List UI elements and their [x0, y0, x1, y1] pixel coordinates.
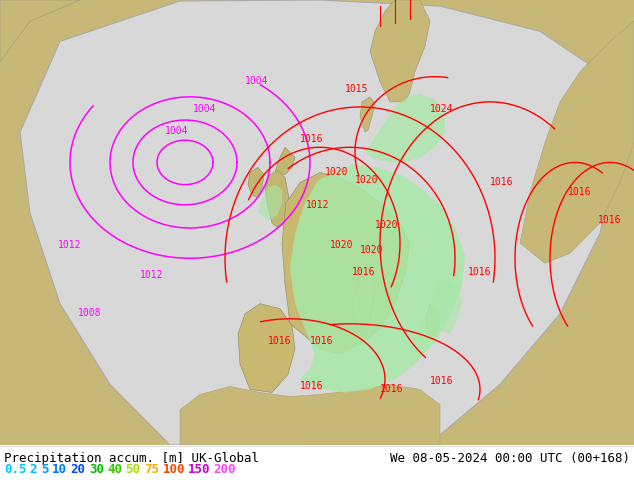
Text: 150: 150 [188, 464, 210, 476]
Text: We 08-05-2024 00:00 UTC (00+168): We 08-05-2024 00:00 UTC (00+168) [390, 452, 630, 465]
Text: 100: 100 [162, 464, 185, 476]
Polygon shape [238, 304, 295, 392]
Text: 1016: 1016 [490, 176, 514, 187]
Polygon shape [265, 171, 290, 228]
Polygon shape [290, 165, 465, 392]
Polygon shape [258, 185, 282, 221]
Polygon shape [425, 304, 440, 336]
Text: 1016: 1016 [380, 385, 403, 394]
Text: 1024: 1024 [430, 104, 453, 114]
Text: 1016: 1016 [300, 134, 323, 144]
Text: 1016: 1016 [430, 376, 453, 387]
Text: 75: 75 [144, 464, 159, 476]
Text: 2: 2 [30, 464, 37, 476]
Text: 30: 30 [89, 464, 104, 476]
Text: 20: 20 [70, 464, 86, 476]
Text: 1020: 1020 [325, 167, 349, 176]
Polygon shape [432, 278, 462, 334]
Text: 1016: 1016 [310, 336, 333, 346]
Text: 1016: 1016 [568, 187, 592, 196]
Polygon shape [282, 172, 410, 354]
Polygon shape [415, 312, 435, 344]
Text: 1020: 1020 [360, 245, 384, 255]
Text: 1016: 1016 [598, 215, 621, 225]
Polygon shape [360, 97, 375, 132]
Text: Precipitation accum. [m] UK-Global: Precipitation accum. [m] UK-Global [4, 452, 259, 465]
Text: 1008: 1008 [78, 308, 101, 318]
Text: 1016: 1016 [300, 381, 323, 392]
Text: 1020: 1020 [355, 174, 378, 185]
Polygon shape [248, 168, 264, 198]
Polygon shape [365, 94, 445, 162]
Text: 1004: 1004 [165, 126, 189, 136]
Text: 1016: 1016 [352, 268, 375, 277]
Text: 50: 50 [126, 464, 141, 476]
Text: 1020: 1020 [330, 240, 354, 250]
Polygon shape [275, 147, 295, 174]
Polygon shape [352, 269, 375, 336]
Text: 5: 5 [41, 464, 48, 476]
Text: 200: 200 [214, 464, 236, 476]
Text: 1016: 1016 [468, 268, 491, 277]
Text: 1012: 1012 [306, 200, 330, 210]
Polygon shape [20, 0, 620, 445]
Polygon shape [180, 384, 440, 445]
Polygon shape [520, 21, 634, 263]
Text: 1012: 1012 [140, 270, 164, 280]
Text: 1004: 1004 [193, 104, 217, 114]
Polygon shape [0, 0, 80, 62]
Text: 1015: 1015 [345, 84, 368, 94]
Polygon shape [370, 0, 430, 102]
Text: 0.5: 0.5 [4, 464, 27, 476]
Text: 10: 10 [52, 464, 67, 476]
Text: 1020: 1020 [375, 220, 399, 230]
Text: 1012: 1012 [58, 240, 82, 250]
Text: 40: 40 [107, 464, 122, 476]
Text: 1004: 1004 [245, 76, 269, 86]
Text: 1016: 1016 [268, 336, 292, 346]
